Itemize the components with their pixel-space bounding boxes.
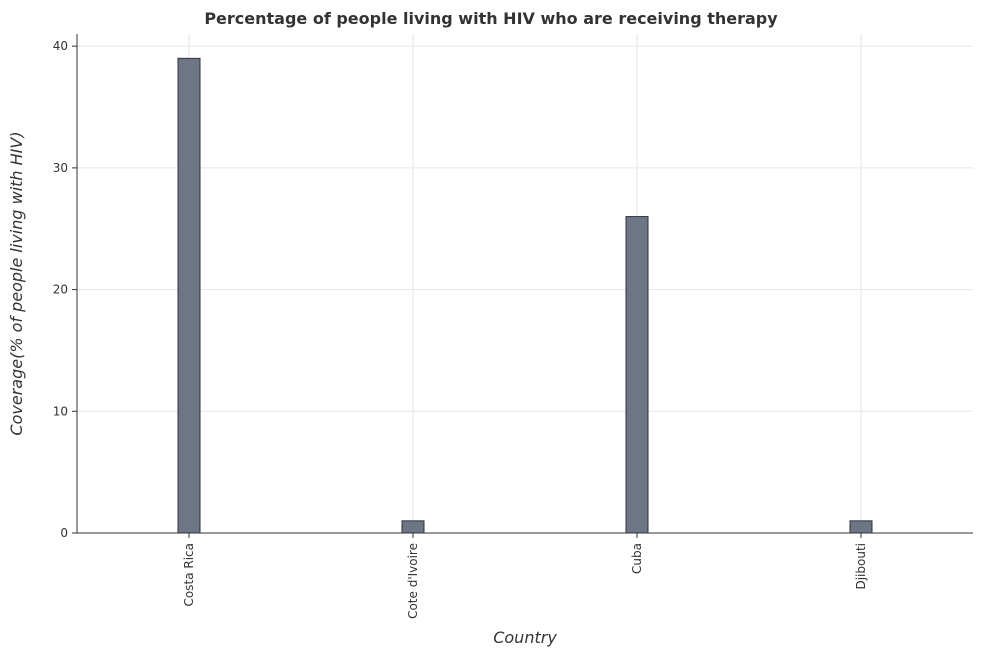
bars xyxy=(177,57,873,534)
x-tick-label: Costa Rica xyxy=(182,543,196,606)
tick-labels: 0 10 20 30 40 Costa Rica Cote d'Ivoire Cuba Djib… xyxy=(53,39,868,619)
y-axis-label: Coverage(% of people living with HIV) xyxy=(7,131,26,435)
bar-djibouti xyxy=(849,520,873,534)
axes xyxy=(72,34,973,538)
x-axis-label: Country xyxy=(493,628,557,647)
x-tick-label: Djibouti xyxy=(854,543,868,590)
y-tick-label: 30 xyxy=(53,161,68,175)
grid-lines xyxy=(77,34,973,534)
x-tick-label: Cote d'Ivoire xyxy=(406,543,420,619)
bar-costa-rica xyxy=(177,57,201,534)
bar-cuba xyxy=(625,216,649,534)
chart-title: Percentage of people living with HIV who… xyxy=(204,9,778,28)
bar-cote-d-ivoire xyxy=(401,520,425,534)
y-tick-label: 20 xyxy=(53,283,68,297)
y-tick-label: 10 xyxy=(53,404,68,418)
y-tick-label: 40 xyxy=(53,39,68,53)
x-tick-label: Cuba xyxy=(630,543,644,574)
y-tick-label: 0 xyxy=(60,526,68,540)
